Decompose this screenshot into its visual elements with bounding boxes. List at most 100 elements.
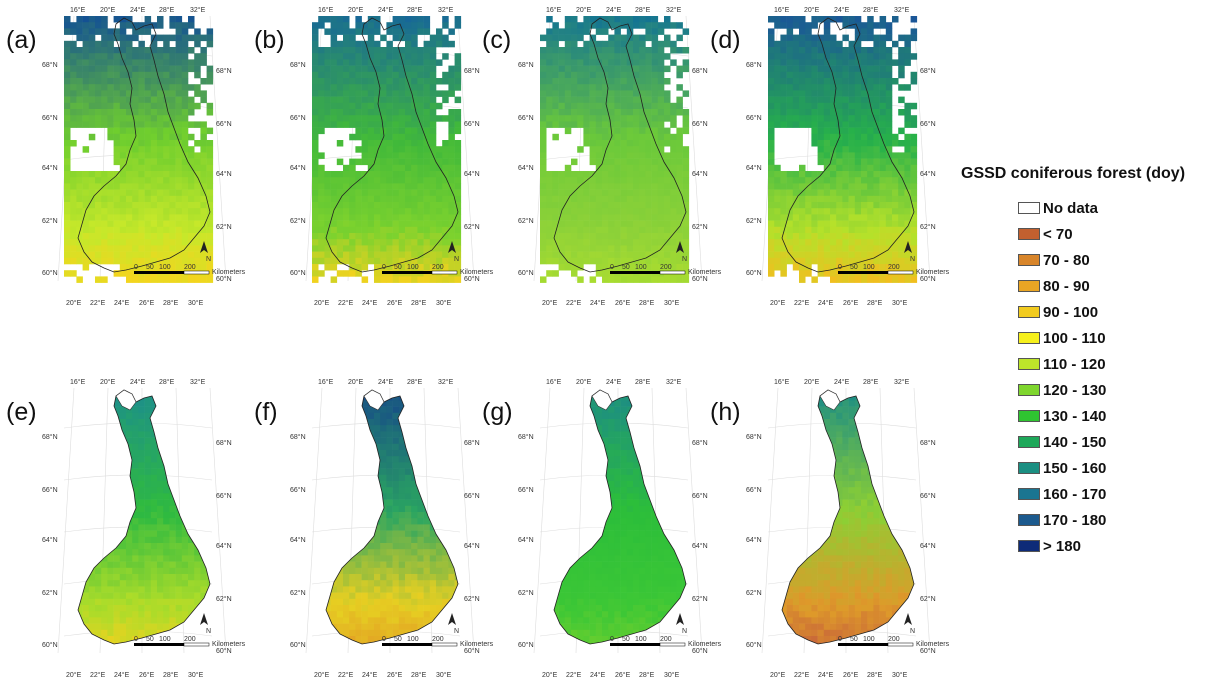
legend-swatch	[1018, 202, 1040, 214]
scale-tick: 0	[382, 264, 386, 271]
tick-left-lat: 68°N	[746, 61, 762, 69]
tick-right-lat: 62°N	[464, 223, 480, 231]
tick-right-lat: 60°N	[464, 647, 480, 655]
tick-left-lat: 60°N	[746, 269, 762, 277]
tick-bottom-lon: 30°E	[188, 299, 204, 307]
scale-tick: 0	[610, 264, 614, 271]
scale-unit: Kilometers	[460, 641, 494, 648]
tick-right-lat: 66°N	[216, 120, 232, 128]
scale-tick: 0	[134, 264, 138, 271]
tick-top-lon: 32°E	[190, 6, 206, 14]
tick-right-lat: 68°N	[216, 67, 232, 75]
tick-left-lat: 66°N	[518, 114, 534, 122]
country-outline	[325, 17, 459, 273]
tick-top-lon: 32°E	[894, 6, 910, 14]
legend: GSSD coniferous forest (doy) No data < 70…	[961, 165, 1229, 559]
tick-bottom-lon: 26°E	[387, 299, 403, 307]
tick-bottom-lon: 28°E	[867, 671, 883, 679]
legend-item: 150 - 160	[1018, 455, 1229, 481]
tick-top-lon: 20°E	[804, 6, 820, 14]
tick-left-lat: 62°N	[42, 589, 58, 597]
legend-label: 80 - 90	[1043, 277, 1090, 295]
tick-left-lat: 64°N	[290, 164, 306, 172]
scale-unit: Kilometers	[212, 269, 246, 276]
tick-right-lat: 60°N	[216, 275, 232, 283]
scale-tick: 50	[146, 636, 154, 643]
legend-swatch	[1018, 228, 1040, 240]
legend-swatch	[1018, 436, 1040, 448]
tick-left-lat: 60°N	[290, 641, 306, 649]
scale-bar: 0 50 100 200 Kilometers	[134, 264, 246, 276]
tick-bottom-lon: 28°E	[411, 299, 427, 307]
tick-top-lon: 24°E	[606, 6, 622, 14]
scale-bar: 0 50 100 200 Kilometers	[134, 636, 246, 648]
tick-right-lat: 62°N	[920, 595, 936, 603]
legend-swatch	[1018, 358, 1040, 370]
tick-left-lat: 66°N	[42, 114, 58, 122]
legend-swatch	[1018, 280, 1040, 292]
north-arrow-icon: N	[904, 241, 915, 263]
country-outline	[781, 17, 915, 273]
tick-bottom-lon: 22°E	[794, 671, 810, 679]
tick-top-lon: 28°E	[159, 378, 175, 386]
tick-top-lon: 32°E	[666, 6, 682, 14]
tick-bottom-lon: 22°E	[566, 299, 582, 307]
legend-label: 120 - 130	[1043, 381, 1107, 399]
tick-right-lat: 66°N	[216, 492, 232, 500]
legend-item: > 180	[1018, 533, 1229, 559]
tick-left-lat: 64°N	[42, 536, 58, 544]
scale-unit: Kilometers	[688, 269, 722, 276]
tick-right-lat: 68°N	[692, 67, 708, 75]
scale-tick: 50	[622, 636, 630, 643]
raster-cells	[554, 390, 686, 644]
tick-bottom-lon: 28°E	[163, 299, 179, 307]
scale-tick: 0	[838, 264, 842, 271]
tick-bottom-lon: 22°E	[338, 299, 354, 307]
scale-tick: 200	[184, 636, 196, 643]
tick-left-lat: 60°N	[746, 641, 762, 649]
tick-right-lat: 64°N	[692, 542, 708, 550]
tick-top-lon: 28°E	[635, 6, 651, 14]
tick-top-lon: 28°E	[407, 378, 423, 386]
tick-bottom-lon: 24°E	[590, 299, 606, 307]
legend-item: < 70	[1018, 221, 1229, 247]
tick-top-lon: 24°E	[834, 6, 850, 14]
tick-bottom-lon: 24°E	[114, 671, 130, 679]
scale-tick: 200	[432, 264, 444, 271]
tick-right-lat: 64°N	[464, 170, 480, 178]
tick-left-lat: 62°N	[746, 217, 762, 225]
tick-top-lon: 28°E	[159, 6, 175, 14]
tick-top-lon: 32°E	[438, 6, 454, 14]
tick-left-lat: 64°N	[746, 164, 762, 172]
legend-item: 80 - 90	[1018, 273, 1229, 299]
tick-left-lat: 68°N	[42, 61, 58, 69]
tick-left-lat: 62°N	[518, 589, 534, 597]
tick-bottom-lon: 22°E	[566, 671, 582, 679]
north-arrow-icon: N	[448, 241, 459, 263]
legend-label: 160 - 170	[1043, 485, 1107, 503]
tick-bottom-lon: 30°E	[892, 299, 908, 307]
tick-top-lon: 20°E	[100, 6, 116, 14]
tick-top-lon: 16°E	[70, 378, 86, 386]
country-outline	[553, 389, 687, 645]
tick-right-lat: 68°N	[692, 439, 708, 447]
tick-right-lat: 62°N	[692, 595, 708, 603]
north-label: N	[206, 628, 211, 635]
tick-bottom-lon: 22°E	[794, 299, 810, 307]
scale-unit: Kilometers	[212, 641, 246, 648]
scale-tick: 100	[635, 264, 647, 271]
north-arrow-icon: N	[448, 613, 459, 635]
tick-left-lat: 66°N	[290, 114, 306, 122]
scale-bar: 0 50 100 200 Kilometers	[382, 264, 494, 276]
legend-label: < 70	[1043, 225, 1073, 243]
tick-bottom-lon: 26°E	[615, 299, 631, 307]
country-outline	[553, 17, 687, 273]
scale-tick: 100	[159, 636, 171, 643]
tick-bottom-lon: 26°E	[843, 671, 859, 679]
